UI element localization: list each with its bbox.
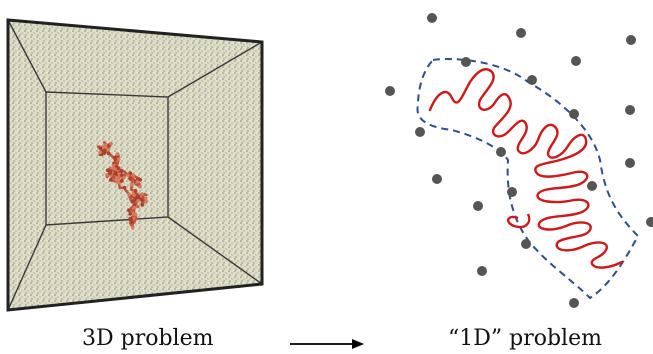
obstacle-dot <box>427 13 437 23</box>
polymer-bead <box>140 203 144 207</box>
box-front-face <box>6 18 264 312</box>
polymer-bead <box>133 198 137 202</box>
confining-tube <box>416 58 640 300</box>
polymer-bead <box>115 176 120 180</box>
polymer-bead <box>103 143 108 147</box>
obstacle-dot <box>477 266 487 276</box>
polymer-bead <box>109 141 113 146</box>
polymer-bead <box>115 152 120 156</box>
obstacle-dot <box>516 28 526 38</box>
polymer-bead <box>98 146 103 151</box>
polymer-bead <box>126 173 130 178</box>
polymer-bead <box>136 199 140 203</box>
polymer-bead <box>144 199 148 204</box>
polymer-bead <box>115 172 119 176</box>
polymer-bead <box>108 171 112 176</box>
obstacle-dot <box>569 298 579 308</box>
polymer-bead <box>140 198 144 202</box>
polymer-bead <box>133 189 138 193</box>
polymer-bead <box>144 196 148 201</box>
polymer-bead <box>122 175 126 180</box>
polymer-bead <box>128 171 132 175</box>
polymer-bead <box>130 200 135 204</box>
box-edge <box>7 224 47 311</box>
caption-1d-problem: “1D” problem <box>448 326 602 351</box>
polymer-bead <box>138 184 142 189</box>
polymer-bead <box>115 179 119 184</box>
polymer-bead <box>106 168 110 172</box>
polymer-bead <box>130 225 135 229</box>
obstacle-dot <box>625 105 635 115</box>
box-edge <box>167 216 263 285</box>
polymer-bead <box>132 205 137 210</box>
polymer-bead <box>132 193 136 197</box>
polymer-bead <box>128 212 132 216</box>
obstacle-dot <box>569 109 579 119</box>
polymer-bead <box>131 173 135 177</box>
obstacle-dot <box>626 35 636 45</box>
box-edge <box>7 19 47 93</box>
polymer-bead <box>127 208 131 212</box>
polymer-bead <box>135 180 140 184</box>
obstacle-dot <box>625 158 635 168</box>
polymer-bead <box>132 212 137 217</box>
polymer-bead <box>129 217 133 221</box>
polymer-chain-loop <box>507 213 531 229</box>
polymer-chain <box>428 68 624 269</box>
polymer-bead <box>113 167 117 171</box>
polymer-bead <box>109 178 113 182</box>
polymer-bead <box>112 155 117 160</box>
polymer-bead <box>127 192 131 196</box>
obstacle-dot <box>385 86 395 96</box>
box-edge <box>167 41 263 98</box>
obstacle-dot <box>415 127 425 137</box>
obstacle-dot <box>461 57 471 67</box>
polymer-bead <box>134 195 139 199</box>
obstacle-dot <box>646 217 653 227</box>
polymer-bead <box>102 151 107 155</box>
polymer-bead <box>130 220 135 224</box>
polymer-bead <box>138 178 143 182</box>
polymer-bead <box>105 173 109 177</box>
obstacle-dot <box>571 56 581 66</box>
polymer-bead <box>122 185 127 190</box>
polymer-bead <box>109 166 114 171</box>
polymer-bead <box>98 150 102 155</box>
right-arrow <box>290 339 364 349</box>
obstacle-dot <box>521 239 531 249</box>
caption-3d-problem: 3D problem <box>82 326 214 351</box>
polymer-bead <box>129 182 134 187</box>
polymer-bead <box>106 151 111 156</box>
obstacle-dot <box>527 75 537 85</box>
simulation-box <box>6 18 264 312</box>
obstacle-dot <box>507 187 517 197</box>
obstacle-dot <box>473 201 483 211</box>
polymer-bead <box>120 179 124 183</box>
polymer-bead <box>128 176 132 181</box>
obstacles <box>385 13 653 308</box>
obstacle-dot <box>432 174 442 184</box>
polymer-bead <box>114 164 119 169</box>
arrow-head <box>352 339 364 349</box>
polymer-bead <box>116 157 121 161</box>
obstacle-dot <box>496 147 506 157</box>
polymer-bead <box>119 173 124 177</box>
obstacle-dot <box>587 181 597 191</box>
polymer-bead <box>103 148 107 153</box>
polymer-coil <box>96 141 148 230</box>
